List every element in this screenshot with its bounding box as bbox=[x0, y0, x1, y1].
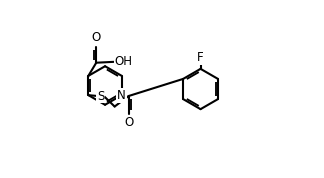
Text: O: O bbox=[92, 31, 101, 44]
Text: S: S bbox=[97, 90, 104, 103]
Text: O: O bbox=[124, 116, 133, 129]
Text: F: F bbox=[197, 51, 204, 64]
Text: OH: OH bbox=[115, 55, 133, 68]
Text: N: N bbox=[117, 89, 126, 102]
